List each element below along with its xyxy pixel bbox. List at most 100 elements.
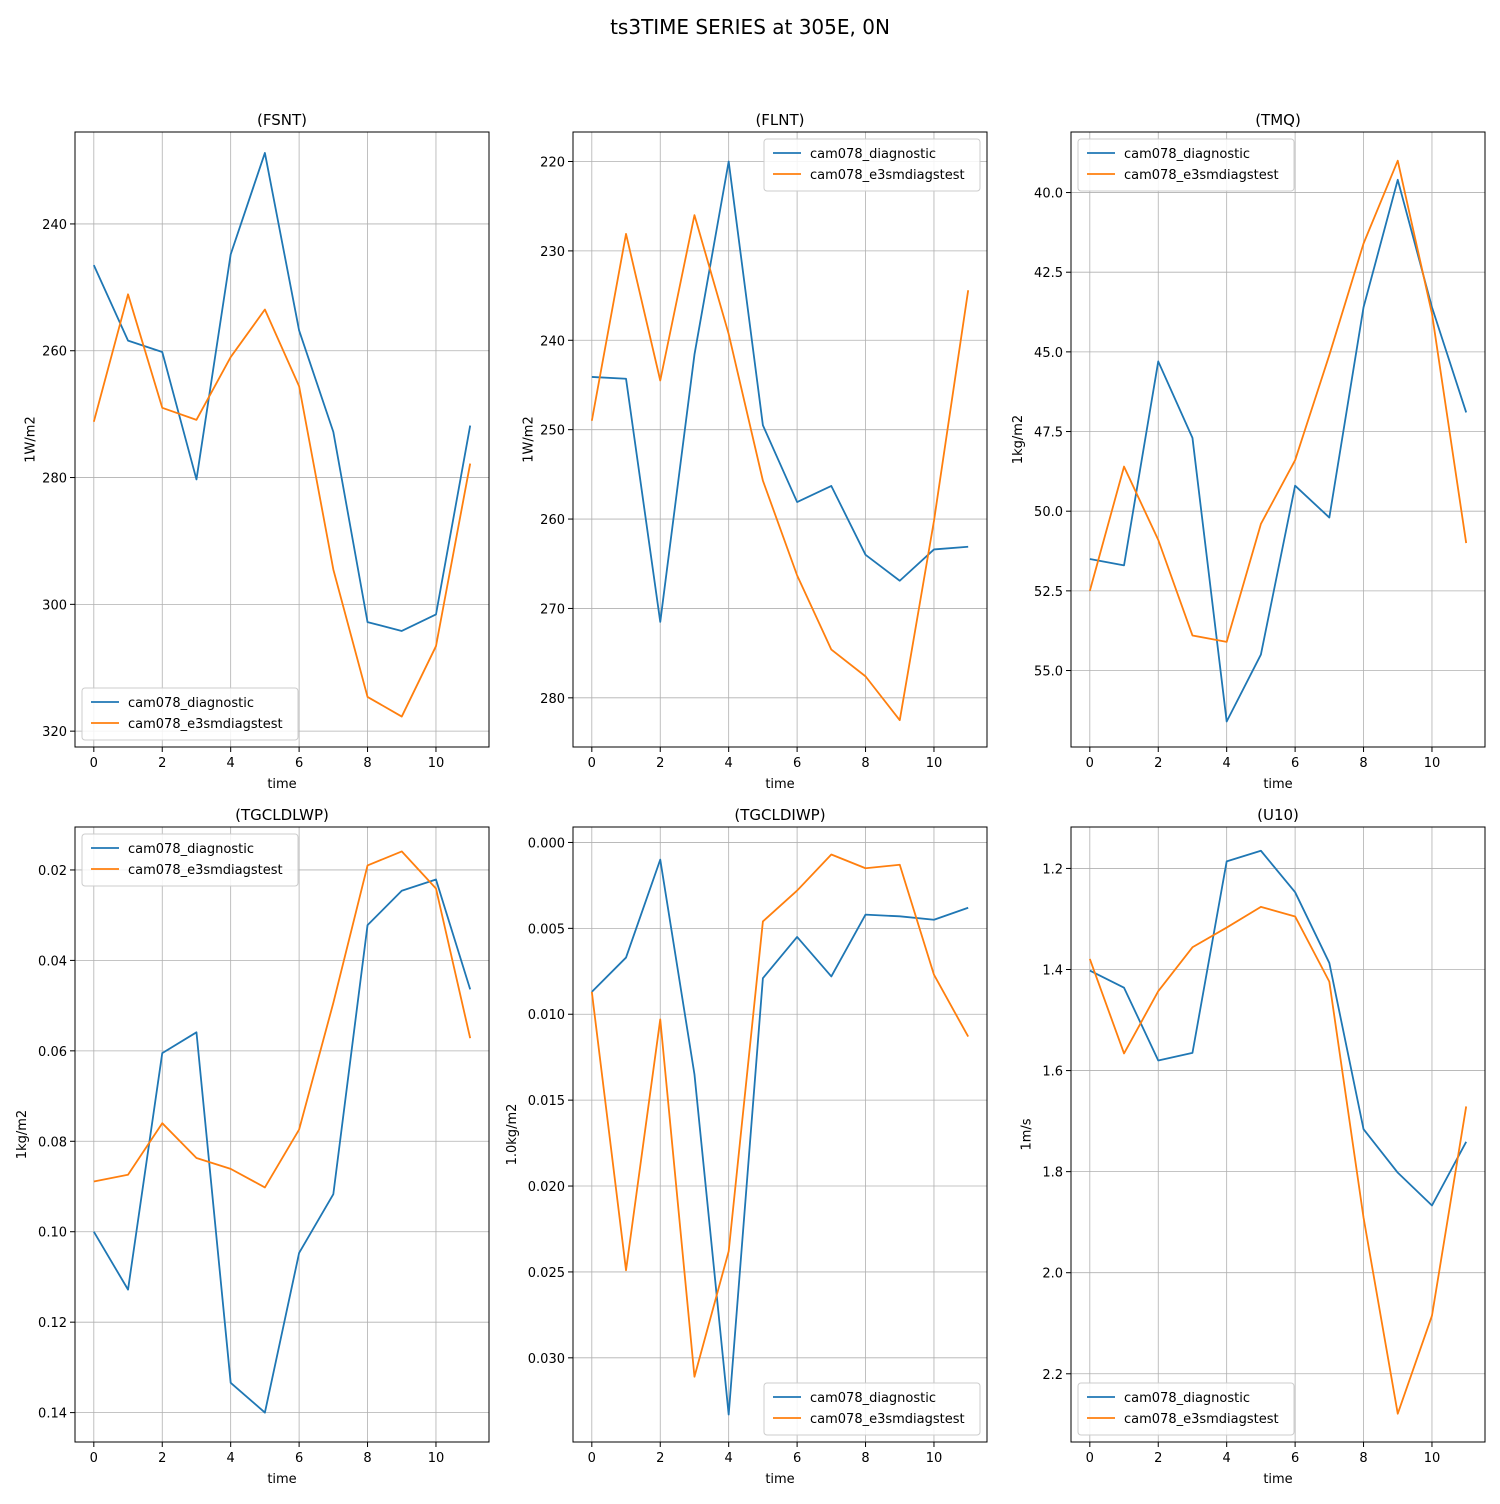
subplot-3: 0 2 4 6 8 10 40.0 42.5 45.0 47.5 50.0 52.5 55.0 (TMQ)… (1011, 111, 1486, 792)
y-tick-label: 1.8 (1042, 1166, 1063, 1181)
legend-label: cam078_e3smdiagstest (1124, 1412, 1279, 1427)
x-tick-label: 2 (1154, 1451, 1162, 1466)
y-tick-label: 230 (540, 245, 565, 260)
subplot-6: 0 2 4 6 8 10 1.2 1.4 1.6 1.8 2.0 2.2 (U10) time 1m/s ca… (1019, 806, 1486, 1487)
subplot-title: (U10) (1257, 806, 1299, 824)
x-tick-label: 8 (1359, 756, 1367, 771)
y-tick-label: 1.6 (1042, 1065, 1063, 1080)
y-tick-label: 47.5 (1034, 426, 1063, 441)
y-tick-label: 1.2 (1042, 862, 1063, 877)
x-axis-label: time (1263, 777, 1292, 792)
series-line-cam078_diagnostic (591, 858, 969, 1416)
y-tick-label: 0.12 (38, 1316, 67, 1331)
subplot-1: 0 2 4 6 8 10 240 260 280 300 320 (FSNT) time 1W/m2 cam… (23, 111, 490, 792)
y-axis-label: 1W/m2 (23, 416, 38, 462)
x-tick-label: 4 (227, 756, 235, 771)
y-tick-label: 0.02 (38, 864, 67, 879)
legend-label: cam078_e3smdiagstest (810, 1412, 965, 1427)
subplot-title: (FLNT) (755, 111, 804, 129)
legend: cam078_diagnostic cam078_e3smdiagstest (1077, 1382, 1295, 1436)
series-line-cam078_diagnostic (591, 160, 969, 623)
y-tick-label: 50.0 (1034, 505, 1063, 520)
x-tick-label: 2 (158, 1451, 166, 1466)
x-tick-label: 4 (227, 1451, 235, 1466)
subplot-title: (TGCLDLWP) (235, 806, 329, 824)
series-line-cam078_diagnostic (93, 878, 472, 1414)
y-tick-label: 270 (540, 602, 565, 617)
x-tick-label: 8 (861, 756, 869, 771)
legend: cam078_diagnostic cam078_e3smdiagstest (81, 687, 299, 741)
x-tick-label: 4 (725, 756, 733, 771)
x-axis-label: time (765, 1472, 794, 1487)
legend-label: cam078_e3smdiagstest (1124, 168, 1279, 183)
x-tick-label: 10 (428, 756, 445, 771)
y-tick-label: 280 (42, 472, 67, 487)
legend: cam078_diagnostic cam078_e3smdiagstest (1077, 138, 1295, 192)
legend-label: cam078_diagnostic (1124, 147, 1250, 162)
subplot-title: (TMQ) (1255, 111, 1301, 129)
x-tick-label: 10 (1424, 1451, 1441, 1466)
y-tick-label: 2.0 (1042, 1267, 1063, 1282)
legend-box (81, 833, 299, 887)
x-tick-label: 8 (861, 1451, 869, 1466)
y-tick-label: 260 (42, 345, 67, 360)
legend-box (81, 687, 299, 741)
x-tick-label: 2 (158, 756, 166, 771)
y-tick-label: 0.08 (38, 1135, 67, 1150)
legend-label: cam078_e3smdiagstest (810, 168, 965, 183)
legend: cam078_diagnostic cam078_e3smdiagstest (81, 833, 299, 887)
x-tick-label: 6 (295, 1451, 303, 1466)
x-tick-label: 10 (926, 1451, 943, 1466)
x-axis-label: time (765, 777, 794, 792)
y-tick-label: 260 (540, 513, 565, 528)
y-axis-label: 1kg/m2 (15, 1110, 30, 1159)
x-tick-label: 10 (1424, 756, 1441, 771)
x-tick-label: 2 (656, 756, 664, 771)
x-tick-label: 8 (363, 756, 371, 771)
axes-frame (74, 826, 490, 1443)
y-tick-label: 2.2 (1042, 1368, 1063, 1383)
series-line-cam078_diagnostic (1089, 849, 1467, 1207)
x-tick-label: 6 (793, 756, 801, 771)
y-tick-label: 0.005 (528, 922, 565, 937)
legend-label: cam078_diagnostic (810, 1391, 936, 1406)
y-tick-label: 300 (42, 598, 67, 613)
legend-label: cam078_e3smdiagstest (128, 863, 283, 878)
y-tick-label: 220 (540, 155, 565, 170)
x-tick-label: 0 (1086, 1451, 1094, 1466)
legend: cam078_diagnostic cam078_e3smdiagstest (763, 1382, 981, 1436)
x-tick-label: 6 (295, 756, 303, 771)
subplot-4: 0 2 4 6 8 10 0.02 0.04 0.06 0.08 0.10 0.12 0.14 (TGCL… (15, 806, 490, 1487)
x-tick-label: 2 (1154, 756, 1162, 771)
x-tick-label: 6 (793, 1451, 801, 1466)
y-tick-label: 0.020 (528, 1180, 565, 1195)
axes-frame (1070, 131, 1486, 748)
y-tick-label: 0.04 (38, 954, 67, 969)
y-tick-label: 42.5 (1034, 266, 1063, 281)
subplot-2: 0 2 4 6 8 10 220 230 240 250 260 270 280 (FLNT) time 1W… (521, 111, 988, 792)
figure-title: ts3TIME SERIES at 305E, 0N (610, 15, 890, 39)
y-tick-label: 0.010 (528, 1008, 565, 1023)
y-tick-label: 0.14 (38, 1407, 67, 1422)
legend-label: cam078_diagnostic (810, 147, 936, 162)
x-tick-label: 4 (1223, 756, 1231, 771)
x-tick-label: 10 (428, 1451, 445, 1466)
y-tick-label: 1.4 (1042, 964, 1063, 979)
y-tick-label: 240 (540, 334, 565, 349)
y-axis-label: 1m/s (1019, 1118, 1034, 1150)
x-tick-label: 8 (1359, 1451, 1367, 1466)
legend-box (763, 138, 981, 192)
y-tick-label: 240 (42, 218, 67, 233)
y-axis-label: 1.0kg/m2 (505, 1104, 520, 1166)
subplot-5: 0 2 4 6 8 10 0.000 0.005 0.010 0.015 0.020 0.025 0.0… (505, 806, 988, 1487)
series-line-cam078_e3smdiagstest (590, 214, 970, 722)
subplot-title: (TGCLDIWP) (734, 806, 825, 824)
legend-box (1077, 138, 1295, 192)
y-tick-label: 0.000 (528, 836, 565, 851)
y-tick-label: 55.0 (1034, 665, 1063, 680)
legend-box (1077, 1382, 1295, 1436)
legend-label: cam078_e3smdiagstest (128, 717, 283, 732)
legend-label: cam078_diagnostic (1124, 1391, 1250, 1406)
